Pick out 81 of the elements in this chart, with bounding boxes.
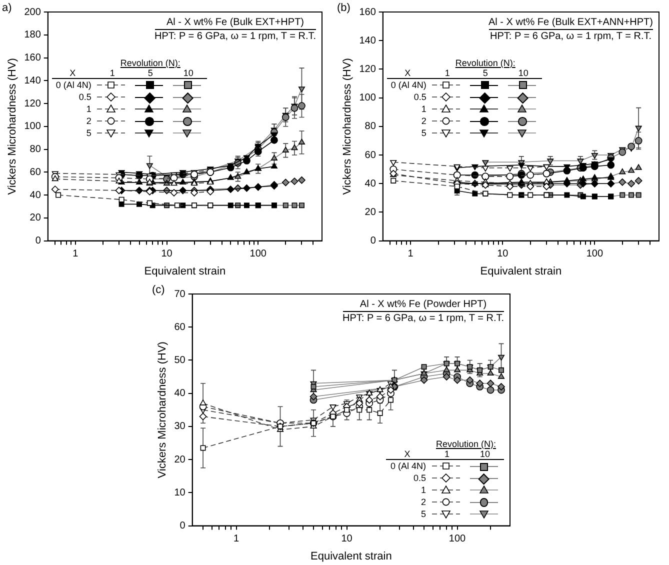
legend-label: 2	[420, 114, 428, 127]
y-tick-label: 60	[174, 322, 186, 333]
y-tick-label: 180	[24, 30, 42, 41]
y-tick-label: 40	[364, 178, 376, 190]
annotation: X	[68, 68, 77, 78]
text: HPT: P = 6 GPa, ω = 1 rpm, T = R.T.	[489, 30, 652, 42]
y-tick-label: 120	[24, 98, 42, 110]
y-tick-label: 160	[24, 52, 42, 64]
y-tick-label: 100	[24, 121, 42, 132]
y-tick-label: 200	[24, 6, 42, 18]
x-tick-label: 10	[341, 534, 353, 545]
annotation: X	[403, 448, 412, 460]
y-tick-label: 60	[30, 166, 42, 178]
y-tick-label: 120	[359, 64, 376, 75]
legend-label: 5	[420, 126, 428, 139]
annotation: X	[404, 68, 412, 78]
annotation: 1	[443, 448, 450, 460]
text: a)	[2, 2, 12, 14]
y-tick-label: 20	[174, 454, 186, 466]
x-tick-label: 1	[72, 248, 79, 260]
legend-title: Revolution (N):	[119, 58, 182, 68]
y-tick-label: 40	[30, 190, 42, 201]
y-tick-label: 30	[174, 421, 186, 432]
x-tick-label: 100	[250, 248, 267, 260]
legend-label: 0.5	[412, 90, 428, 103]
y-tick-label: 40	[174, 388, 186, 400]
legend-label: 1	[420, 102, 428, 115]
y-tick-label: 50	[174, 354, 186, 366]
legend-label: 0 (Al 4N)	[390, 78, 428, 91]
text: (b)	[337, 2, 350, 14]
y-axis-title: Vickers Microhardness (HV)	[342, 58, 354, 195]
text: HPT: P = 6 GPa, ω = 1 rpm, T = R.T.	[154, 30, 316, 42]
y-tick-label: 20	[30, 212, 42, 224]
x-tick-label: 1	[408, 248, 414, 260]
y-axis-title: Vickers Microhardness (HV)	[156, 342, 169, 478]
text: HPT: P = 6 GPa, ω = 1 rpm, T = R.T.	[342, 312, 504, 324]
legend-label: 1	[420, 484, 427, 496]
annotation: 1	[444, 68, 451, 78]
y-tick-label: 140	[359, 35, 376, 46]
annotation: 10	[478, 448, 490, 460]
x-tick-label: 10	[497, 248, 509, 260]
x-tick-label: 1	[234, 534, 240, 545]
legend-label: 2	[85, 114, 92, 127]
y-tick-label: 20	[364, 206, 376, 218]
annotation: 10	[517, 68, 530, 78]
y-tick-label: 140	[24, 75, 42, 86]
y-tick-label: 100	[359, 92, 376, 104]
text: Al - X wt% Fe (Bulk EXT+HPT)	[154, 17, 316, 30]
x-tick-label: 100	[448, 534, 466, 545]
y-tick-label: 70	[174, 288, 186, 300]
y-tick-label: 80	[30, 144, 42, 156]
annotation: 5	[146, 68, 154, 78]
text: Al - X wt% Fe (Bulk EXT+ANN+HPT)	[488, 17, 653, 30]
x-tick-label: 10	[161, 248, 173, 260]
legend-label: 5	[420, 508, 427, 520]
y-tick-label: 0	[35, 236, 42, 247]
legend-title: Revolution (N):	[434, 438, 498, 449]
annotation: 5	[482, 68, 489, 78]
annotation: 10	[182, 68, 194, 78]
x-tick-label: 100	[586, 248, 604, 260]
y-tick-label: 0	[180, 520, 186, 532]
legend-label: 0 (Al 4N)	[389, 460, 427, 472]
legend-label: 0.5	[412, 472, 427, 484]
y-tick-label: 0	[370, 236, 376, 247]
legend-label: 0.5	[78, 90, 92, 103]
legend-label: 5	[85, 126, 92, 139]
x-axis-title: Equivalent strain	[480, 265, 562, 278]
legend-label: 2	[420, 496, 427, 508]
legend-label: 1	[85, 102, 92, 115]
text: Al - X wt% Fe (Powder HPT)	[342, 299, 504, 312]
y-tick-label: 160	[359, 6, 376, 18]
annotation: 1	[108, 68, 116, 78]
y-tick-label: 60	[364, 150, 376, 161]
x-axis-title: Equivalent strain	[144, 265, 226, 278]
y-tick-label: 80	[364, 121, 376, 132]
legend-label: 0 (Al 4N)	[54, 78, 92, 91]
x-axis-title: Equivalent strain	[310, 550, 392, 562]
legend-title: Revolution (N):	[454, 58, 516, 68]
y-axis-title: Vickers Microhardness (HV)	[6, 58, 19, 195]
text: (c)	[152, 284, 165, 296]
y-tick-label: 10	[174, 487, 186, 498]
